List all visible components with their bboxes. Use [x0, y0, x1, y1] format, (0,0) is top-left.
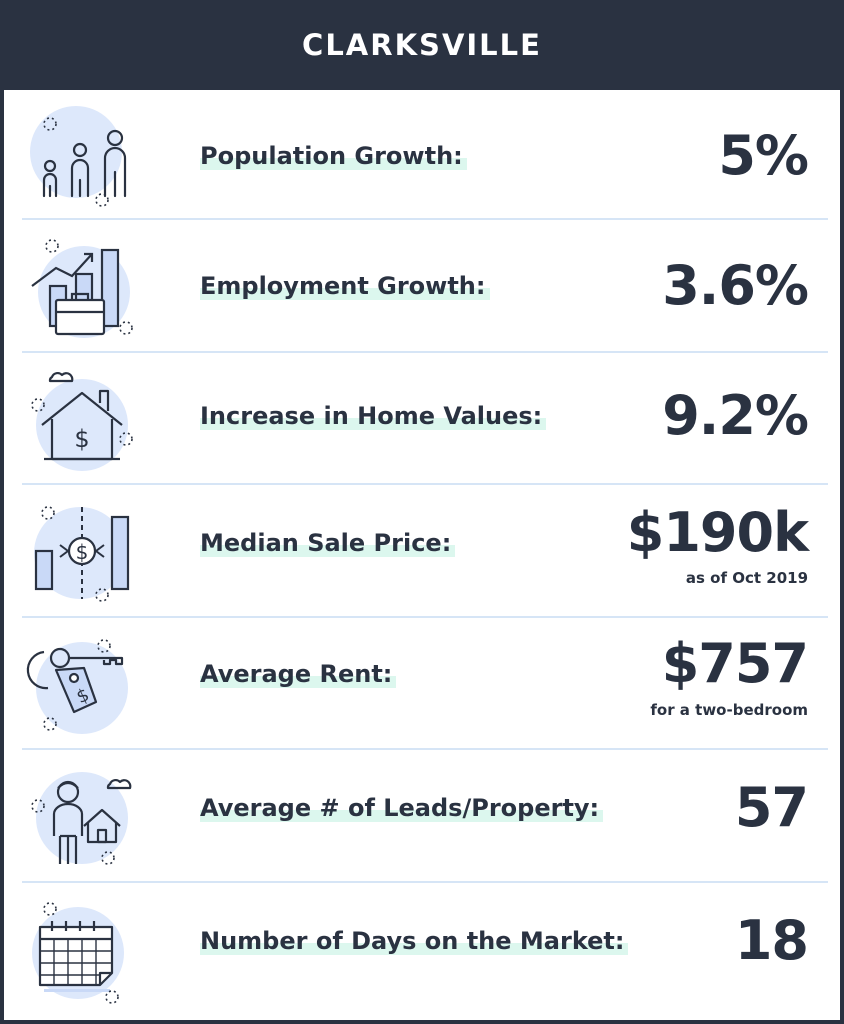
stat-note: as of Oct 2019: [685, 569, 808, 587]
stat-row-leads: Average # of Leads/Property: 57: [4, 752, 840, 884]
stat-label: Average # of Leads/Property:: [200, 794, 604, 822]
stat-row-average-rent: $ Average Rent: $757 for a two-bedroom: [4, 620, 840, 752]
svg-text:$: $: [74, 425, 89, 453]
house-dollar-icon: $: [31, 372, 133, 471]
stat-label: Population Growth:: [200, 142, 467, 170]
stat-row-employment: Employment Growth: 3.6%: [4, 222, 840, 354]
stat-value: $190k: [626, 501, 809, 564]
stat-row-days-on-market: Number of Days on the Market: 18: [4, 885, 840, 1017]
calendar-icon: [32, 902, 124, 1004]
stat-label: Median Sale Price:: [200, 529, 456, 557]
stats-card: Population Growth: 5%: [4, 90, 840, 1020]
stat-value: $757: [661, 632, 809, 695]
stat-row-population: Population Growth: 5%: [4, 90, 840, 222]
svg-text:$: $: [76, 540, 89, 564]
header: CLARKSVILLE: [0, 0, 844, 90]
stat-label: Number of Days on the Market:: [200, 927, 629, 955]
stat-row-median-price: $ Median Sale Price: $190k as of Oct 201…: [4, 487, 840, 619]
stat-label: Employment Growth:: [200, 272, 490, 300]
stat-row-home-values: $ Increase in Home Values: 9.2%: [4, 355, 840, 487]
stat-value: 18: [734, 909, 809, 972]
stat-label: Increase in Home Values:: [200, 402, 547, 430]
stat-value: 3.6%: [662, 254, 809, 317]
divider: [22, 881, 828, 883]
divider: [22, 218, 828, 220]
page-title: CLARKSVILLE: [302, 28, 542, 62]
divider: [22, 483, 828, 485]
price-chart-icon: $: [34, 506, 130, 602]
divider: [22, 748, 828, 750]
stat-note: for a two-bedroom: [650, 701, 808, 719]
person-house-icon: [31, 772, 132, 865]
stat-value: 9.2%: [662, 384, 809, 447]
stat-value: 57: [734, 776, 809, 839]
key-tag-icon: $: [26, 639, 128, 734]
family-icon: [30, 106, 127, 207]
stat-label: Average Rent:: [200, 660, 397, 688]
stat-value: 5%: [718, 124, 809, 187]
divider: [22, 616, 828, 618]
divider: [22, 351, 828, 353]
employment-chart-icon: [31, 239, 133, 338]
